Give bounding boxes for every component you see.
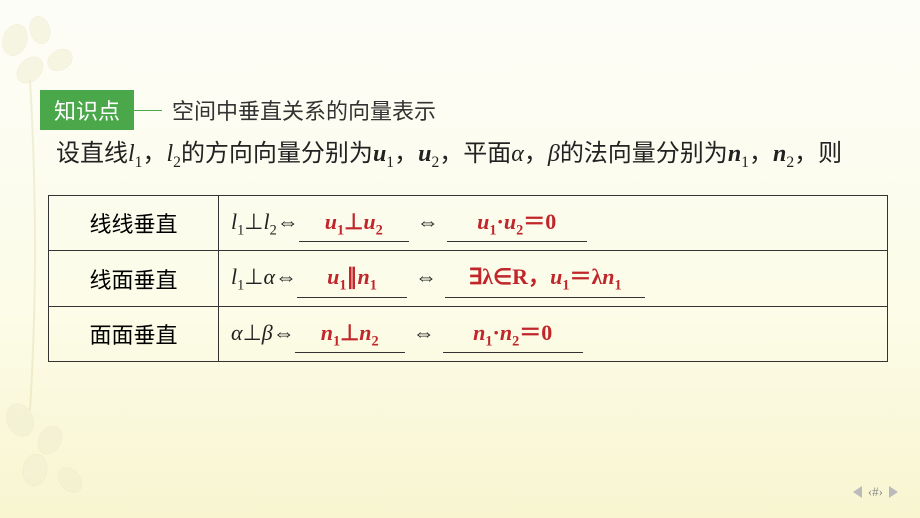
answer-blank: u1∥n1 xyxy=(297,264,407,297)
page-indicator: ‹#› xyxy=(853,484,898,500)
topic-badge: 知识点 xyxy=(40,90,134,130)
answer-blank: u1·u2＝0 xyxy=(447,204,587,242)
answer-blank: n1⊥n2 xyxy=(295,320,405,353)
category-cell: 线线垂直 xyxy=(49,195,219,250)
page-number: ‹#› xyxy=(868,484,883,500)
relations-table: 线线垂直l1⊥l2⇔u1⊥u2⇔u1·u2＝0线面垂直l1⊥α⇔u1∥n1⇔∃λ… xyxy=(48,195,888,362)
header-row: 知识点 空间中垂直关系的向量表示 xyxy=(40,90,870,130)
iff-symbol: ⇔ xyxy=(409,209,447,235)
category-cell: 线面垂直 xyxy=(49,251,219,306)
topic-title: 空间中垂直关系的向量表示 xyxy=(172,94,436,126)
answer-blank: n1·n2＝0 xyxy=(443,315,583,353)
relation-cell: l1⊥l2⇔u1⊥u2⇔u1·u2＝0 xyxy=(219,195,888,250)
lhs-expression: l1⊥α⇔ xyxy=(231,264,297,289)
iff-symbol: ⇔ xyxy=(405,320,443,346)
table-row: 面面垂直α⊥β⇔n1⊥n2⇔n1·n2＝0 xyxy=(49,306,888,361)
iff-symbol: ⇔ xyxy=(407,264,445,290)
slide-content: 知识点 空间中垂直关系的向量表示 设直线l1，l2的方向向量分别为u1，u2，平… xyxy=(0,0,920,362)
answer-blank: u1⊥u2 xyxy=(299,209,409,242)
intro-text: 设直线l1，l2的方向向量分别为u1，u2，平面α，β的法向量分别为n1，n2，… xyxy=(56,136,870,175)
lhs-expression: α⊥β⇔ xyxy=(231,320,295,345)
relation-cell: α⊥β⇔n1⊥n2⇔n1·n2＝0 xyxy=(219,306,888,361)
lhs-expression: l1⊥l2⇔ xyxy=(231,209,299,234)
prev-triangle-icon xyxy=(853,486,862,498)
relation-cell: l1⊥α⇔u1∥n1⇔∃λ∈R，u1＝λn1 xyxy=(219,251,888,306)
table-row: 线线垂直l1⊥l2⇔u1⊥u2⇔u1·u2＝0 xyxy=(49,195,888,250)
answer-blank: ∃λ∈R，u1＝λn1 xyxy=(445,259,645,297)
table-row: 线面垂直l1⊥α⇔u1∥n1⇔∃λ∈R，u1＝λn1 xyxy=(49,251,888,306)
category-cell: 面面垂直 xyxy=(49,306,219,361)
next-triangle-icon xyxy=(889,486,898,498)
